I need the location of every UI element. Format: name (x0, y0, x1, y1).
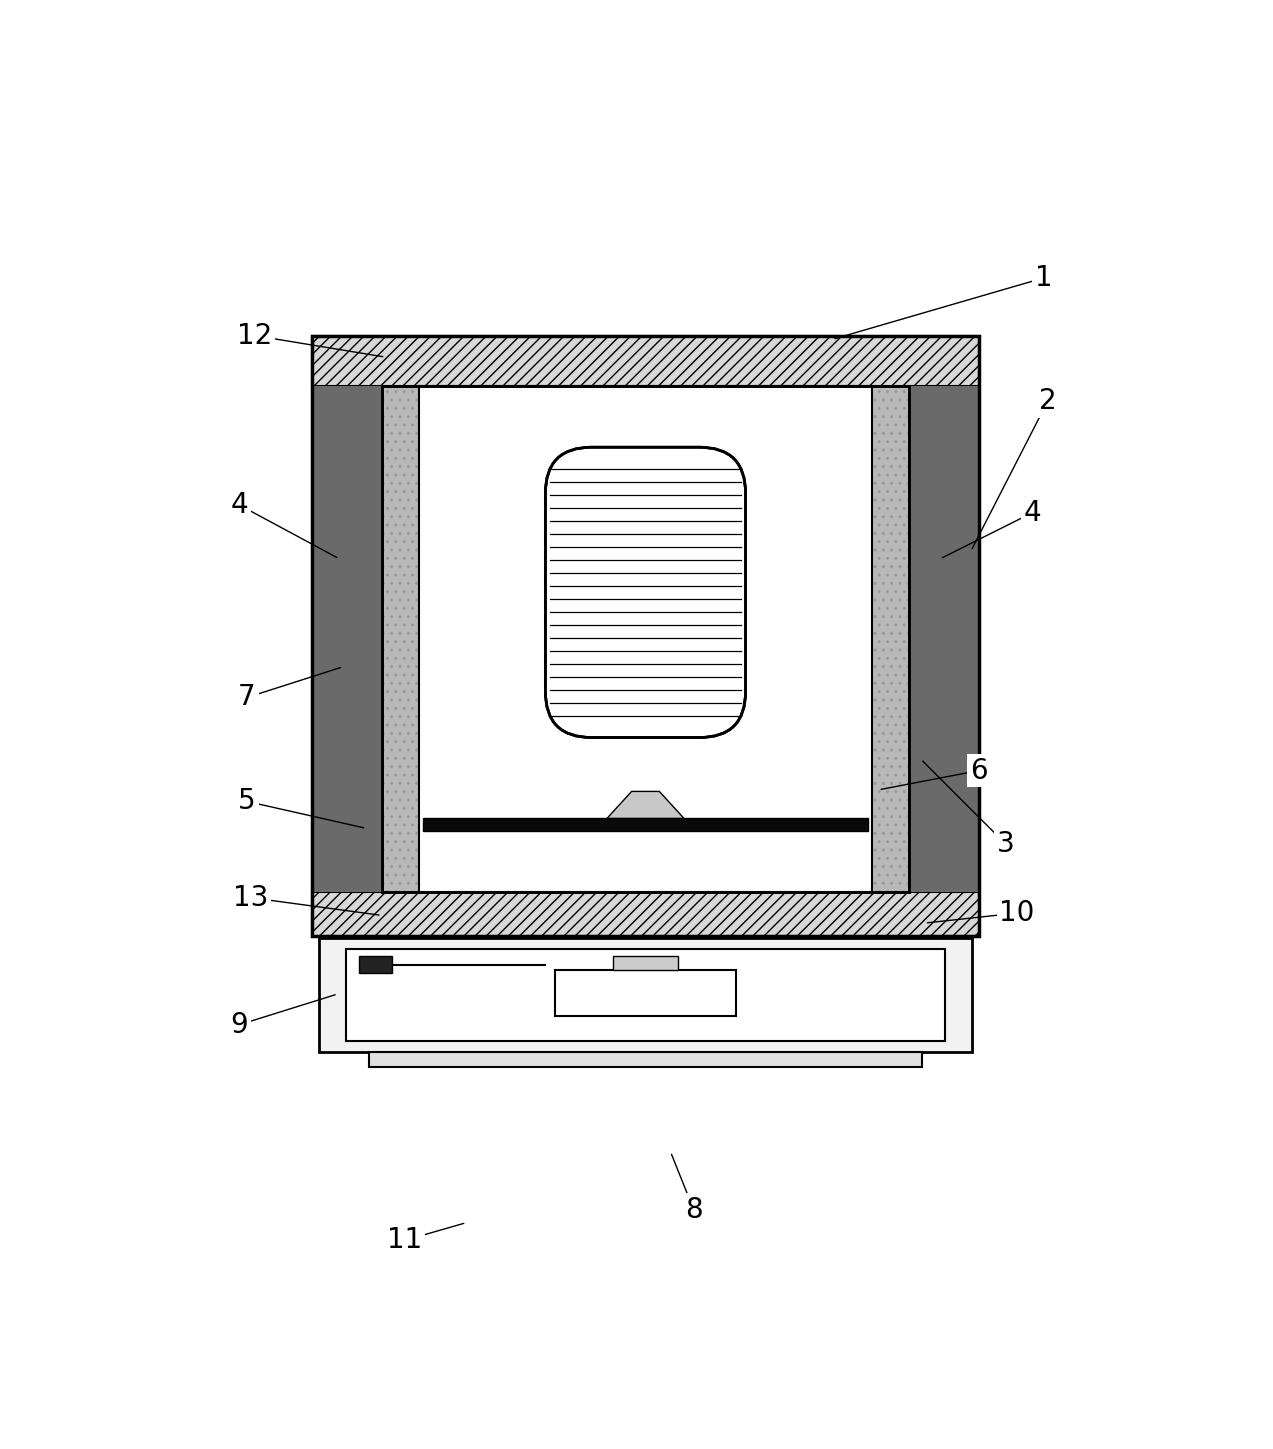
Bar (369, 1052, 923, 1066)
Text: 5: 5 (238, 787, 256, 816)
Bar (909, 385, 979, 891)
Bar (419, 830, 872, 891)
FancyBboxPatch shape (545, 448, 746, 738)
Text: 1: 1 (1035, 264, 1053, 291)
Text: 7: 7 (238, 684, 256, 711)
Bar (419, 385, 872, 891)
Bar (382, 385, 909, 891)
Text: 11: 11 (387, 1226, 423, 1255)
Bar (312, 891, 979, 936)
Text: 2: 2 (1039, 387, 1057, 414)
Bar (382, 385, 909, 891)
Bar (318, 938, 973, 1052)
Bar (359, 956, 392, 974)
Bar (382, 385, 419, 891)
Bar (345, 949, 946, 1040)
Text: 3: 3 (997, 830, 1015, 858)
Bar (423, 819, 868, 830)
Text: 13: 13 (233, 884, 269, 911)
Text: 4: 4 (1023, 498, 1041, 526)
Text: 10: 10 (999, 898, 1035, 927)
Bar (312, 385, 382, 891)
Bar (312, 336, 979, 936)
Text: 12: 12 (237, 322, 272, 349)
Text: 6: 6 (970, 756, 988, 784)
Text: 9: 9 (230, 1011, 248, 1039)
Bar (555, 969, 736, 1016)
Bar (312, 336, 979, 936)
Bar (612, 956, 679, 969)
Text: 4: 4 (230, 491, 248, 519)
Polygon shape (607, 791, 684, 819)
Bar (872, 385, 909, 891)
Text: 8: 8 (685, 1195, 703, 1223)
Bar (312, 336, 979, 385)
